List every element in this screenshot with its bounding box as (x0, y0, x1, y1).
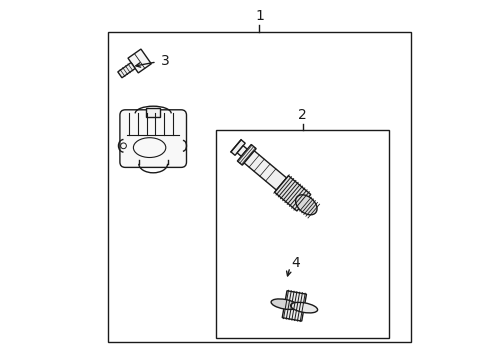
Polygon shape (274, 176, 311, 211)
Ellipse shape (295, 195, 317, 215)
Text: 1: 1 (255, 9, 264, 23)
Polygon shape (118, 63, 135, 78)
Text: 3: 3 (161, 54, 170, 68)
Polygon shape (237, 146, 247, 156)
Polygon shape (282, 291, 306, 321)
Polygon shape (237, 144, 256, 165)
Bar (146, 108, 160, 117)
FancyBboxPatch shape (120, 110, 187, 167)
Polygon shape (244, 151, 287, 190)
Polygon shape (231, 140, 245, 155)
Bar (108, 32, 411, 342)
Text: 2: 2 (298, 108, 307, 122)
Ellipse shape (271, 299, 298, 310)
Text: 4: 4 (291, 256, 300, 270)
Ellipse shape (291, 302, 318, 313)
Polygon shape (128, 49, 151, 73)
Bar (216, 130, 389, 338)
